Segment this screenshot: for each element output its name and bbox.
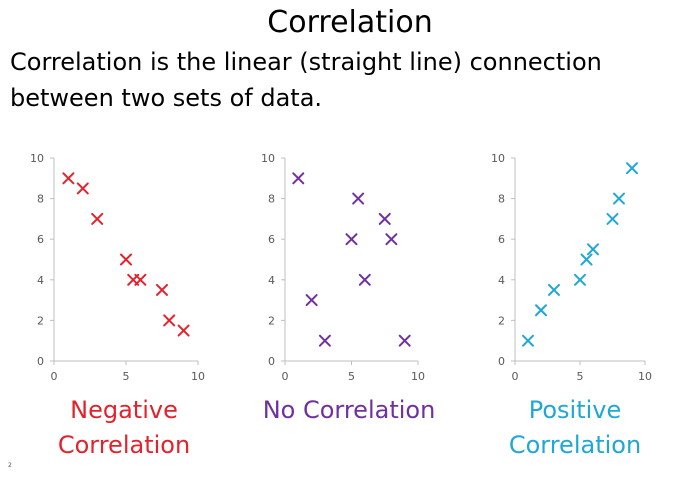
y-tick-label: 4 [498,274,505,287]
y-tick-label: 10 [261,152,275,165]
data-point-marker [305,294,318,307]
data-point-marker [292,172,305,185]
y-tick-label: 6 [37,233,44,246]
slide-title: Correlation [267,5,433,40]
data-point-marker [398,334,411,347]
data-point-marker [62,172,75,185]
y-tick-label: 0 [37,355,44,368]
x-tick-label: 0 [282,370,289,383]
data-point-marker [345,233,358,246]
y-tick-label: 6 [498,233,505,246]
data-point-marker [318,334,331,347]
y-tick-label: 6 [268,233,275,246]
data-point-marker [163,314,176,327]
chart-caption-line: Correlation [58,431,190,459]
data-point-marker [76,182,89,195]
data-point-marker [574,273,586,286]
chart-caption-line: No Correlation [263,396,436,424]
x-tick-label: 0 [51,370,58,383]
data-point-marker [177,324,190,337]
data-point-marker [91,212,104,225]
chart-caption-line: Correlation [509,431,641,459]
slide-number: 2 [8,462,12,469]
x-tick-label: 5 [123,370,130,383]
y-tick-label: 2 [498,314,505,327]
y-tick-label: 2 [268,314,275,327]
data-point-marker [352,192,365,205]
data-point-marker [522,334,534,347]
data-point-marker [535,304,547,317]
data-point-marker [580,253,593,266]
x-tick-label: 10 [411,370,425,383]
y-tick-label: 4 [268,274,275,287]
y-tick-label: 0 [268,355,275,368]
y-tick-label: 8 [498,193,505,206]
data-point-marker [548,283,560,296]
data-point-marker [613,192,625,205]
data-point-marker [385,233,398,246]
y-tick-label: 8 [268,193,275,206]
chart-caption-line: Positive [529,396,622,424]
y-tick-label: 10 [30,152,44,165]
y-tick-label: 0 [498,355,505,368]
data-point-marker [606,212,619,225]
data-point-marker [626,162,638,175]
slide-subtitle: Correlation is the linear (straight line… [10,48,602,112]
x-tick-label: 0 [512,370,519,383]
data-point-marker [120,253,132,266]
x-tick-label: 10 [191,370,205,383]
charts-canvas: 0 2 4 6 8 10 0 5 10 Negative Correlation 0 2 4 6 8 10 0 5… [30,152,652,459]
x-tick-label: 10 [638,370,652,383]
chart-caption-line: Negative [70,396,178,424]
y-tick-label: 2 [37,314,44,327]
data-point-marker [156,283,168,296]
data-point-marker [134,273,147,286]
no-correlation-chart: 0 2 4 6 8 10 0 5 10 No Correlation [261,152,435,424]
data-point-marker [358,273,371,286]
data-point-marker [587,243,599,256]
x-tick-label: 5 [348,370,355,383]
data-point-marker [378,212,391,225]
x-tick-label: 5 [577,370,584,383]
y-tick-label: 10 [491,152,505,165]
y-tick-label: 8 [37,193,44,206]
y-tick-label: 4 [37,274,44,287]
negative-correlation-chart: 0 2 4 6 8 10 0 5 10 Negative Correlation [30,152,205,459]
positive-correlation-chart: 0 2 4 6 8 10 0 5 10 Positive Correlation [491,152,652,459]
